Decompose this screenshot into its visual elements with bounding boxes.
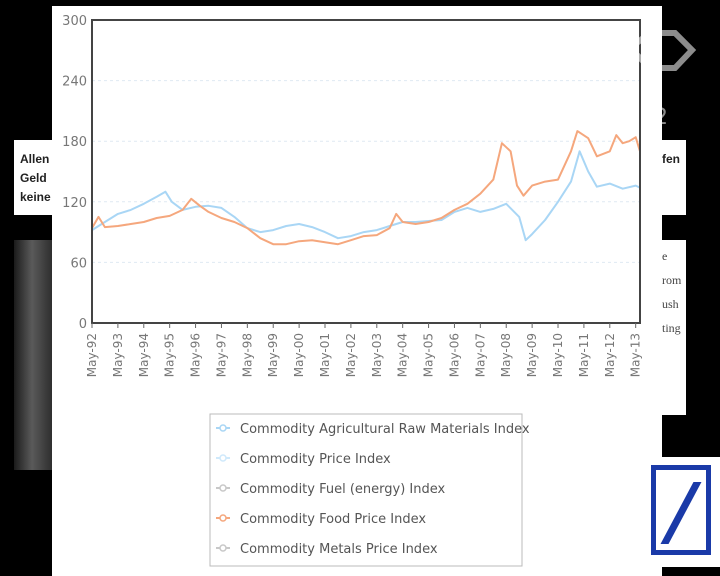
x-tick-label: May-13 [629,333,643,377]
background-line: ting [662,321,681,335]
y-tick-label: 180 [62,135,87,150]
series-line [91,130,641,246]
legend-entry: Commodity Food Price Index [216,512,426,527]
x-tick-label: May-05 [422,333,436,377]
background-line: Geld [20,171,47,185]
bank-logo-frame [651,465,711,555]
series-layer [91,130,641,246]
background-right-panel [660,140,686,215]
bank-logo [645,457,720,567]
legend-entry: Commodity Agricultural Raw Materials Ind… [216,422,530,437]
y-tick-label: 120 [62,196,87,211]
legend-swatch-marker [219,544,227,552]
background-photo [14,240,54,470]
x-tick-label: May-11 [577,333,591,377]
background-right-top-text: fen [662,152,680,166]
y-tick-label: 300 [62,14,87,29]
background-line: Allen [20,152,50,166]
legend-label: Commodity Price Index [240,452,391,467]
background-line: rom [662,273,682,287]
legend-entry: Commodity Metals Price Index [216,542,438,557]
plot-frame [91,19,641,324]
legend-label: Commodity Metals Price Index [240,542,438,557]
x-tick-label: May-97 [214,333,228,377]
x-tick-label: May-03 [370,333,384,377]
x-tick-label: May-02 [344,333,358,377]
legend-swatch-marker [219,484,227,492]
x-tick-label: May-95 [163,333,177,377]
y-tick-label: 0 [79,317,87,332]
x-tick-label: May-12 [603,333,617,377]
x-tick-label: May-92 [85,333,99,377]
x-tick-label: May-96 [189,333,203,377]
x-tick-label: May-94 [137,333,151,377]
background-line: keine [20,190,51,204]
legend-label: Commodity Fuel (energy) Index [240,482,446,497]
background-right-text: e rom ush ting [662,244,681,340]
x-tick-label: May-00 [292,333,306,377]
legend-swatch-marker [219,454,227,462]
x-tick-label: May-98 [240,333,254,377]
legend-swatch-marker [219,424,227,432]
y-tick-label: 60 [70,256,87,271]
x-tick-label: May-04 [396,333,410,377]
legend-label: Commodity Food Price Index [240,512,426,527]
background-line: ush [662,297,679,311]
background-left-panel [14,140,54,215]
channel-logo: 2 [625,30,697,128]
grid-lines [92,80,640,263]
x-tick-label: May-08 [499,333,513,377]
background-left-text: Allen Geld keine [20,150,51,207]
x-axis-ticks: May-92 May-93 May-94 May-95 May-96 May-97 May-… [85,323,643,377]
x-tick-label: May-09 [525,333,539,377]
legend-entry: Commodity Price Index [216,452,391,467]
x-tick-label: May-10 [551,333,565,377]
line-chart: 0 60 120 180 240 300 May-92 May-93 May-94 May-95… [62,14,643,567]
legend-label: Commodity Agricultural Raw Materials Ind… [240,422,530,437]
series-line [91,150,641,242]
legend-box [209,413,523,567]
x-tick-label: May-06 [447,333,461,377]
background-line: e [662,249,668,263]
y-tick-label: 240 [62,75,87,90]
x-tick-label: May-99 [266,333,280,377]
legend-entry: Commodity Fuel (energy) Index [216,482,446,497]
channel-logo-text: 2 [654,105,668,128]
x-tick-label: May-07 [473,333,487,377]
background-right-panel-lower [660,240,686,415]
legend-swatch-marker [219,514,227,522]
x-tick-label: May-93 [111,333,125,377]
legend: Commodity Agricultural Raw Materials Ind… [209,413,530,567]
x-tick-label: May-01 [318,333,332,377]
y-axis-ticks: 0 60 120 180 240 300 [62,14,87,332]
bank-logo-slash [660,482,702,544]
chart-card: 0 60 120 180 240 300 May-92 May-93 May-94 May-95… [52,6,662,576]
